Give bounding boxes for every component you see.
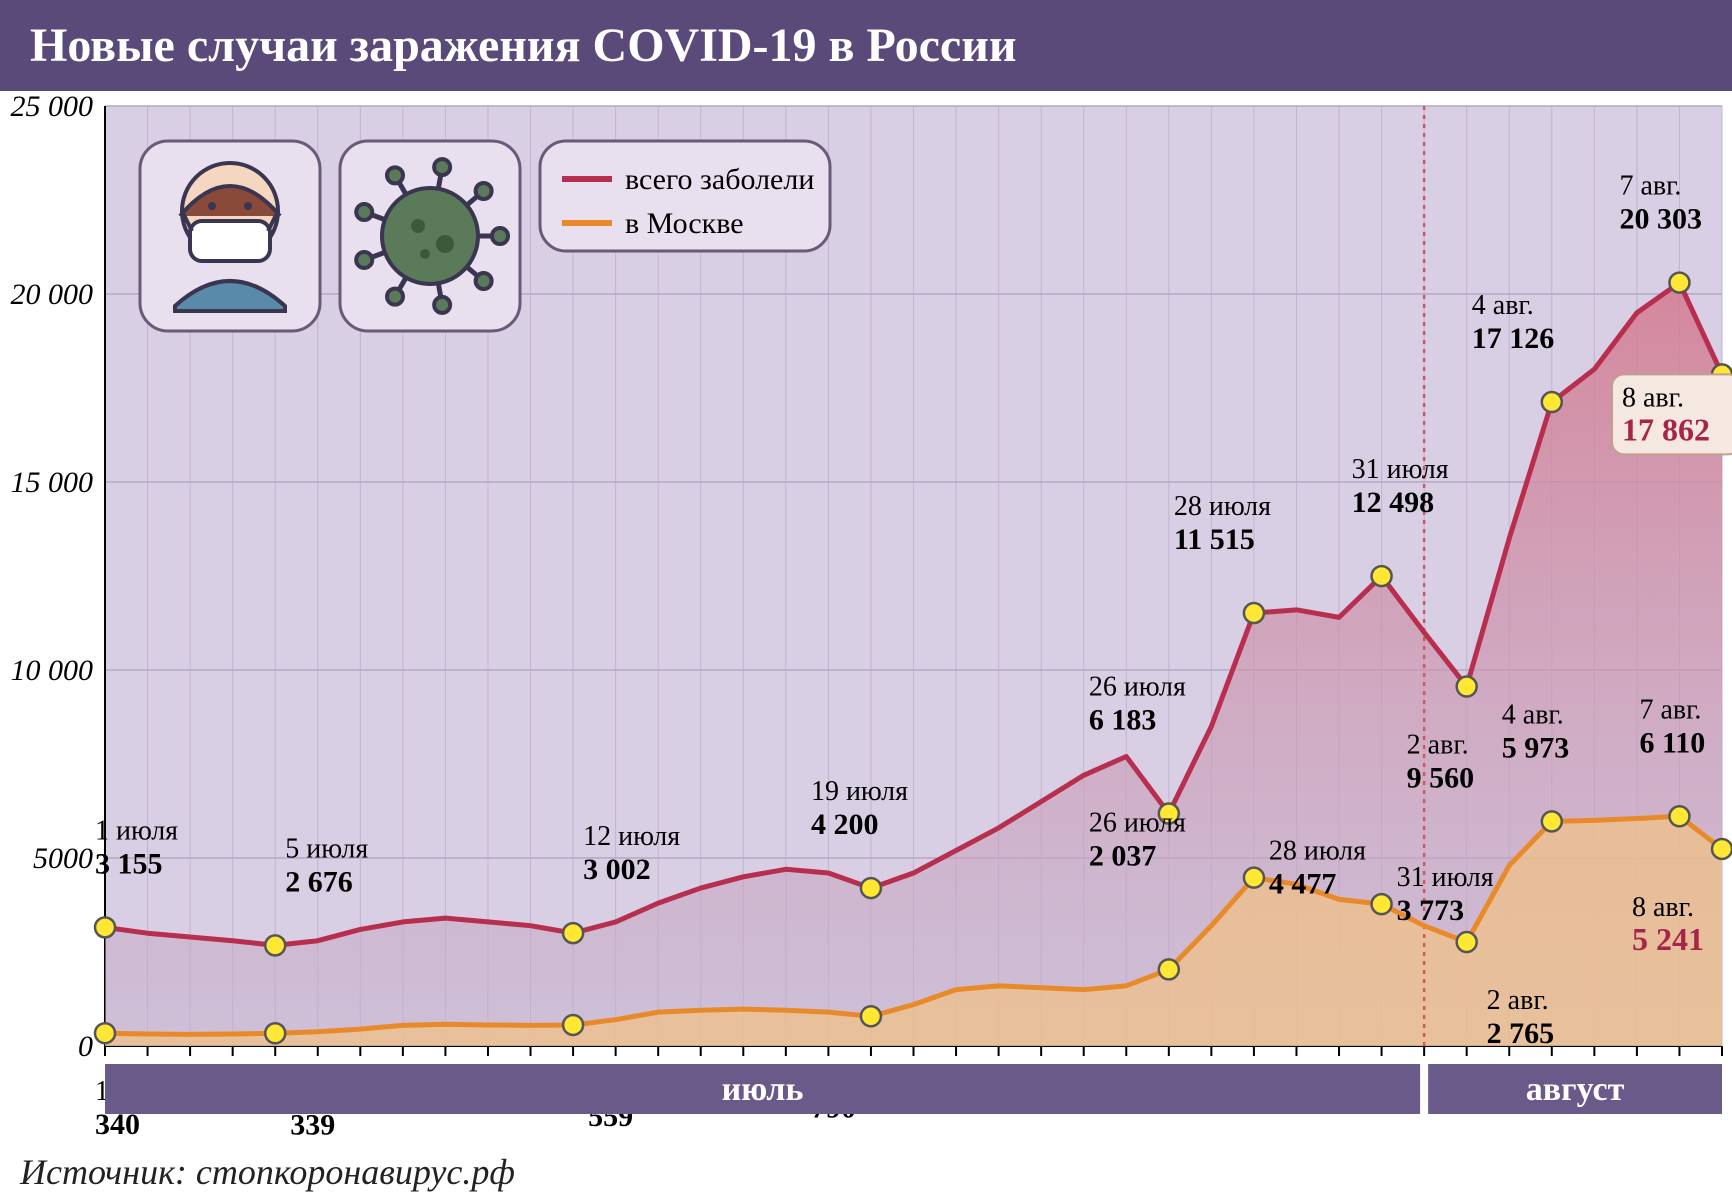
marker-moscow — [265, 1023, 285, 1043]
marker-total — [1542, 392, 1562, 412]
svg-text:12 498: 12 498 — [1352, 486, 1435, 519]
svg-text:28 июля: 28 июля — [1174, 491, 1271, 522]
svg-text:2 037: 2 037 — [1089, 839, 1157, 872]
marker-total — [563, 923, 583, 943]
svg-text:8 авг.: 8 авг. — [1622, 382, 1684, 413]
svg-text:5 июля: 5 июля — [285, 833, 368, 864]
svg-text:25 000: 25 000 — [11, 91, 94, 123]
svg-text:4 200: 4 200 — [811, 808, 879, 841]
svg-text:4 авг.: 4 авг. — [1472, 290, 1534, 321]
svg-text:август: август — [1526, 1071, 1625, 1108]
svg-text:26 июля: 26 июля — [1089, 672, 1186, 703]
svg-text:2 авг.: 2 авг. — [1487, 985, 1549, 1016]
svg-text:20 000: 20 000 — [11, 278, 94, 311]
virus-icon — [340, 141, 520, 331]
marker-moscow — [1244, 868, 1264, 888]
mask-person-icon — [140, 141, 320, 331]
svg-text:8 авг.: 8 авг. — [1632, 892, 1694, 923]
svg-text:4 477: 4 477 — [1269, 868, 1337, 901]
chart-legend: всего заболели в Москве — [540, 141, 830, 251]
label-moscow: 8 авг.5 241 — [1632, 892, 1704, 957]
marker-moscow — [1712, 839, 1732, 859]
svg-text:9 560: 9 560 — [1407, 762, 1475, 795]
svg-text:6 110: 6 110 — [1639, 726, 1705, 759]
svg-text:4 авг.: 4 авг. — [1502, 699, 1564, 730]
marker-moscow — [861, 1006, 881, 1026]
svg-text:11 515: 11 515 — [1174, 523, 1255, 556]
svg-text:1 июля: 1 июля — [95, 815, 178, 846]
marker-total — [861, 878, 881, 898]
marker-total — [1669, 273, 1689, 293]
marker-total — [1372, 566, 1392, 586]
svg-text:28 июля: 28 июля — [1269, 836, 1366, 867]
svg-text:2 765: 2 765 — [1487, 1017, 1555, 1050]
svg-text:всего заболели: всего заболели — [625, 163, 814, 196]
svg-text:июль: июль — [722, 1071, 804, 1108]
svg-text:15 000: 15 000 — [11, 466, 94, 499]
marker-total — [1457, 677, 1477, 697]
svg-text:в Москве: в Москве — [625, 207, 744, 240]
svg-text:3 155: 3 155 — [95, 847, 163, 880]
marker-moscow — [563, 1015, 583, 1035]
svg-text:0: 0 — [78, 1030, 93, 1063]
label-total: 8 авг.17 862 — [1612, 374, 1732, 454]
chart-title: Новые случаи заражения COVID-19 в России — [0, 0, 1732, 91]
svg-text:5 241: 5 241 — [1632, 921, 1704, 957]
marker-moscow — [1159, 959, 1179, 979]
svg-text:2 авг.: 2 авг. — [1407, 730, 1469, 761]
chart-source: Источник: стопкоронавирус.рф — [0, 1141, 1732, 1203]
svg-text:20 303: 20 303 — [1619, 203, 1702, 236]
chart-svg: 0 5000 10 000 15 000 20 000 25 000 1 июля3 155… — [0, 91, 1732, 1141]
svg-text:5 973: 5 973 — [1502, 731, 1570, 764]
svg-text:7 авг.: 7 авг. — [1639, 694, 1701, 725]
marker-moscow — [1372, 894, 1392, 914]
svg-text:5000: 5000 — [33, 842, 93, 875]
svg-text:17 862: 17 862 — [1622, 411, 1710, 447]
svg-text:31 июля: 31 июля — [1397, 862, 1494, 893]
label-total: 2 авг.9 560 — [1407, 730, 1475, 795]
marker-moscow — [1542, 811, 1562, 831]
label-moscow: 4 авг.5 973 — [1502, 699, 1570, 764]
marker-moscow — [95, 1023, 115, 1043]
label-moscow: 7 авг.6 110 — [1639, 694, 1705, 759]
marker-moscow — [1669, 806, 1689, 826]
svg-text:17 126: 17 126 — [1472, 322, 1555, 355]
svg-text:6 183: 6 183 — [1089, 704, 1157, 737]
svg-text:31 июля: 31 июля — [1352, 454, 1449, 485]
svg-text:26 июля: 26 июля — [1089, 807, 1186, 838]
svg-text:19 июля: 19 июля — [811, 776, 908, 807]
label-moscow: 2 авг.2 765 — [1487, 985, 1555, 1050]
svg-text:12 июля: 12 июля — [583, 821, 680, 852]
marker-moscow — [1457, 932, 1477, 952]
marker-total — [1244, 603, 1264, 623]
svg-text:7 авг.: 7 авг. — [1619, 171, 1681, 202]
marker-total — [265, 935, 285, 955]
svg-text:3 773: 3 773 — [1397, 894, 1465, 927]
chart-container: 0 5000 10 000 15 000 20 000 25 000 1 июля3 155… — [0, 91, 1732, 1141]
svg-text:3 002: 3 002 — [583, 853, 651, 886]
svg-text:2 676: 2 676 — [285, 865, 353, 898]
marker-total — [95, 917, 115, 937]
svg-text:10 000: 10 000 — [11, 654, 94, 687]
